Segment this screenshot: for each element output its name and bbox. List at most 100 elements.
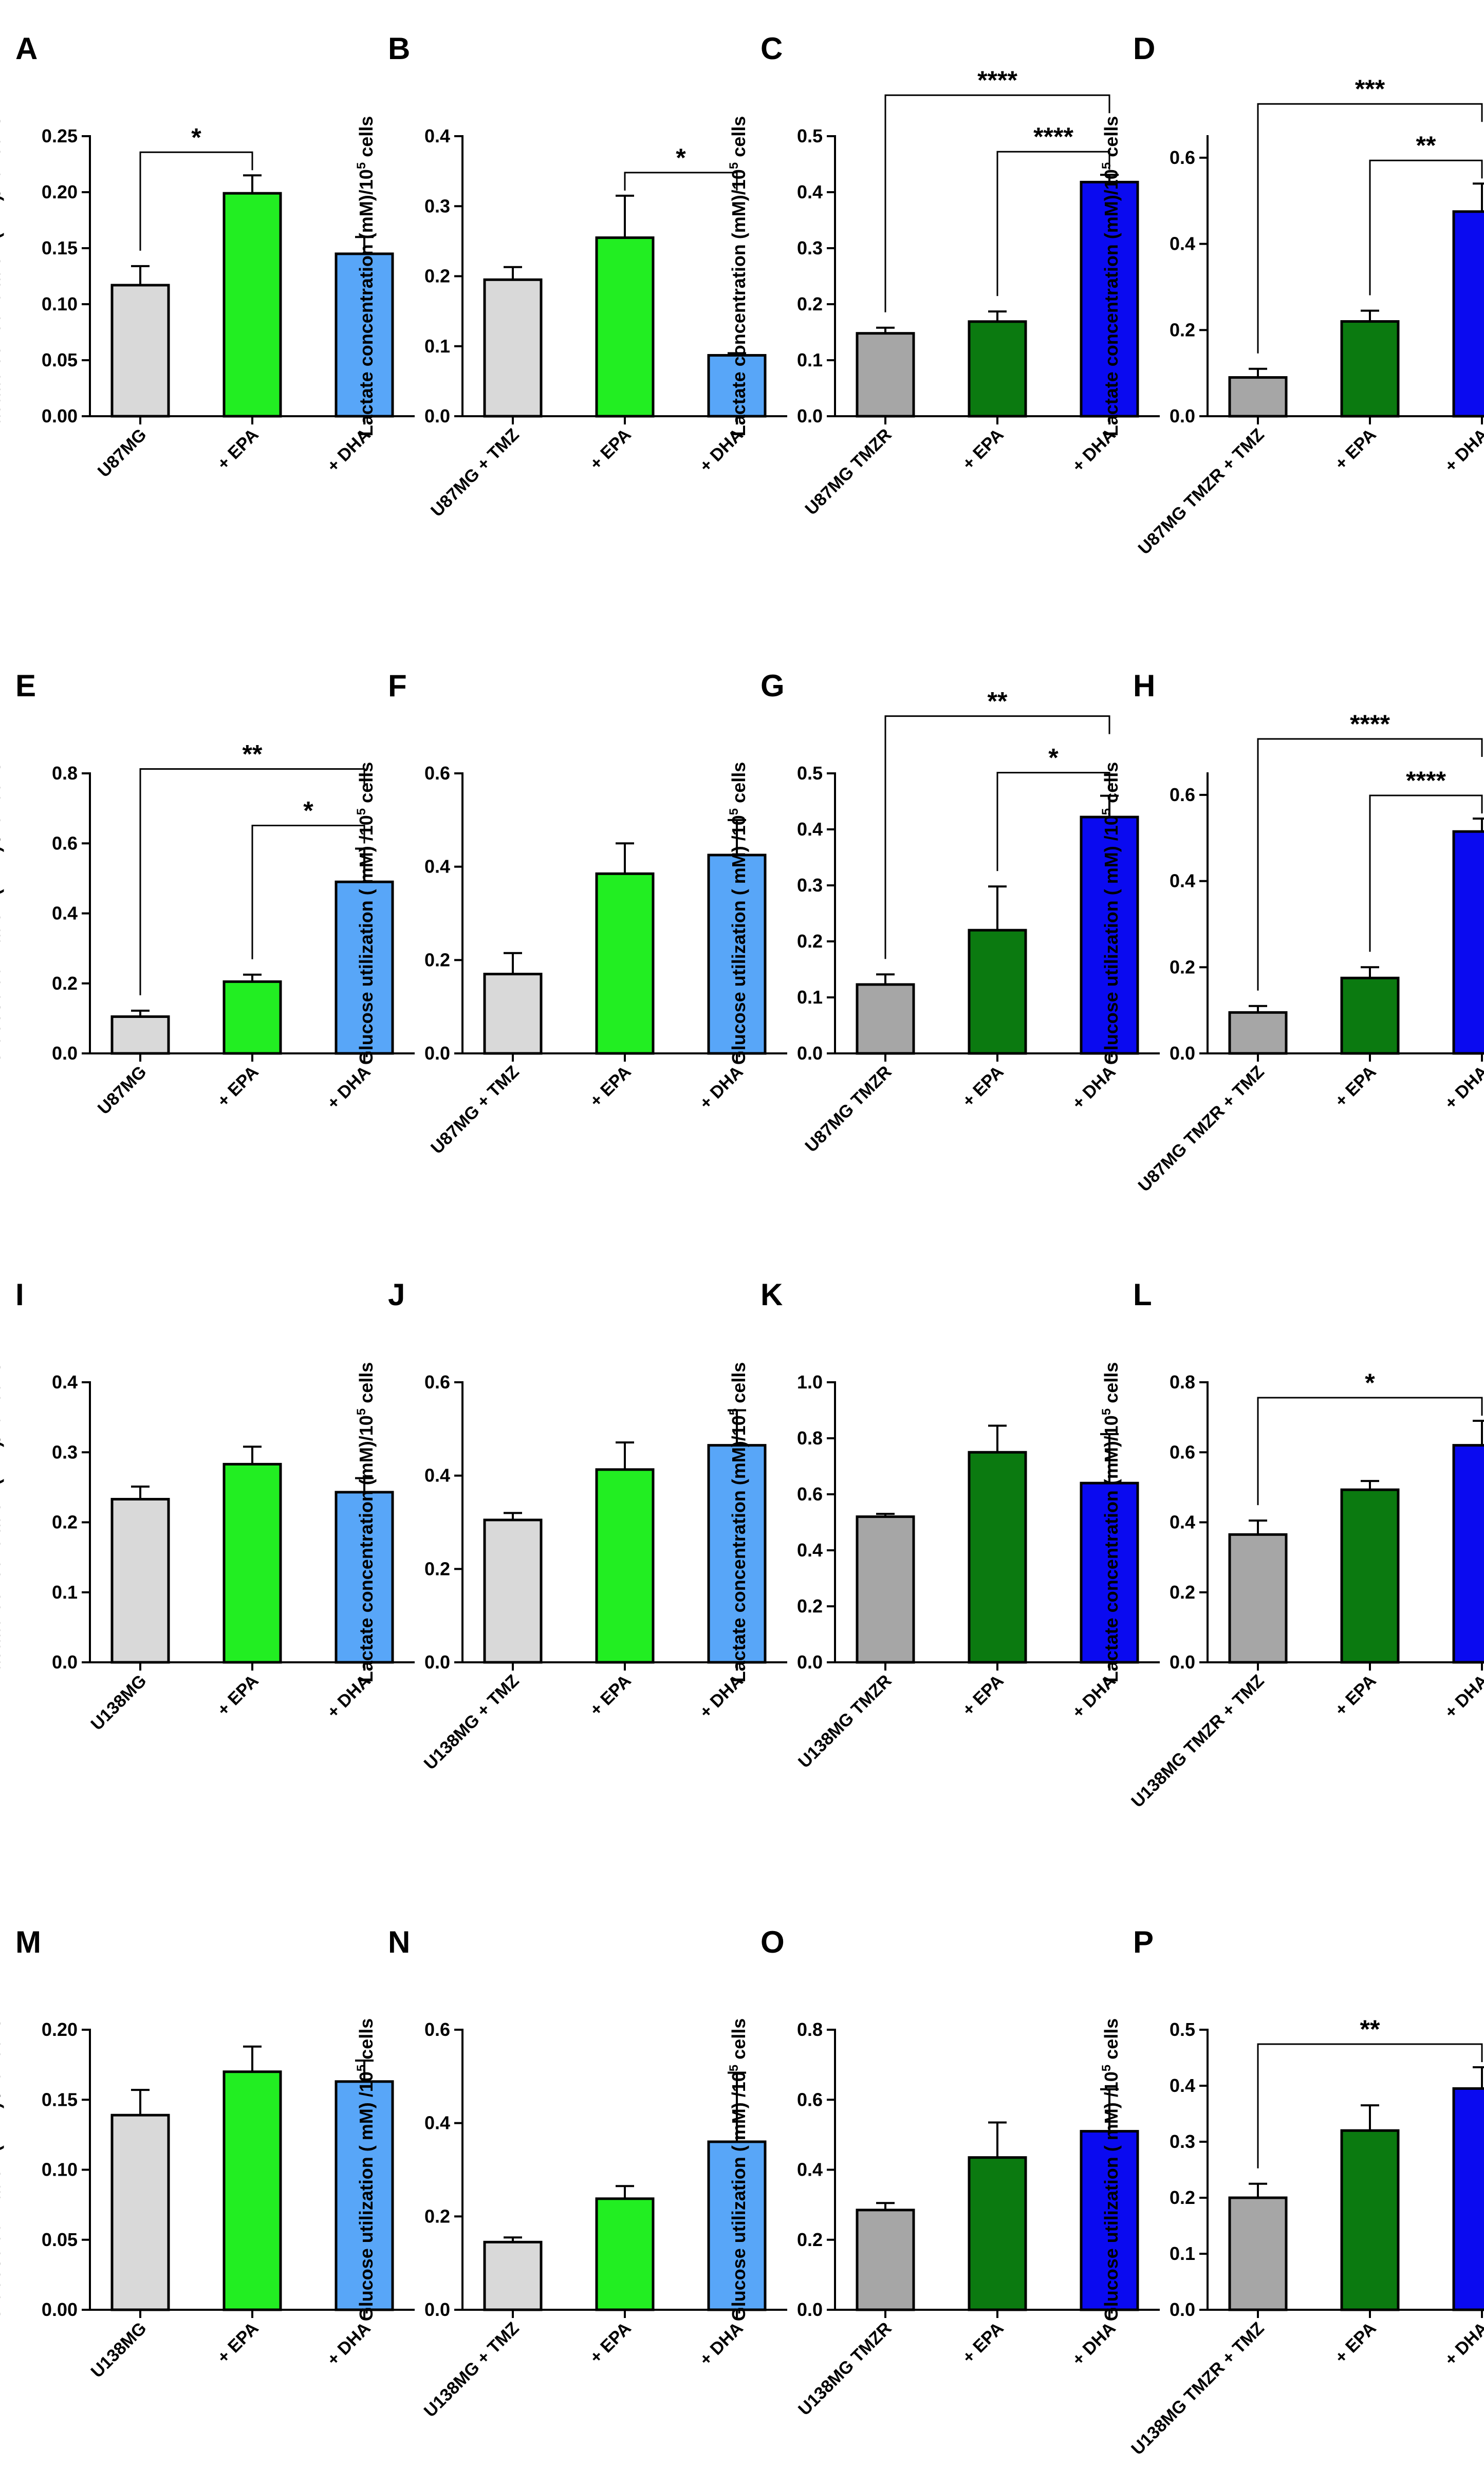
category-label: U138MG + TMZ [420, 1671, 523, 1774]
y-axis-label: Lactate concentration (mM)/105 cells [0, 1362, 4, 1683]
y-tick-label: 0.6 [424, 1371, 450, 1393]
y-axis-label: Lactate concentration (mM)/105 cells [355, 1362, 377, 1683]
y-tick-label: 0.4 [1170, 870, 1195, 892]
category-label: + DHA [1441, 425, 1484, 476]
bar [1340, 976, 1400, 1055]
bar [222, 192, 282, 418]
y-tick-label: 0.0 [797, 405, 823, 426]
bar [595, 2197, 655, 2311]
significance-label: **** [1406, 766, 1446, 795]
category-label: + EPA [586, 425, 635, 474]
significance-label: * [1048, 744, 1059, 772]
panel-label: M [15, 1925, 41, 1959]
y-axis-label: Lactate concentration (mM)/105 cells [0, 116, 4, 437]
y-tick-label: 0.4 [424, 125, 450, 146]
y-axis-label: Glucose utilization ( mM) /105 cells [355, 762, 377, 1065]
panel-label: N [388, 1925, 410, 1959]
y-tick-label: 0.4 [1170, 233, 1195, 254]
category-label: + DHA [696, 1062, 747, 1114]
panel-label: K [760, 1277, 783, 1312]
y-tick-label: 0.4 [1170, 2075, 1195, 2096]
y-tick-label: 0.15 [42, 2089, 78, 2110]
category-label: U138MG [87, 2319, 151, 2382]
y-tick-label: 0.2 [1170, 319, 1195, 340]
bar [856, 332, 915, 418]
category-label: + EPA [1331, 425, 1380, 474]
significance-label: * [303, 796, 313, 825]
y-axis-label: Glucose utilization ( mM) /105 cells [727, 2018, 749, 2322]
y-tick-label: 0.4 [424, 1465, 450, 1486]
y-tick-label: 0.15 [42, 237, 78, 258]
y-tick-label: 0.5 [1170, 2019, 1195, 2040]
y-tick-label: 0.0 [424, 405, 450, 426]
significance-bracket [1257, 103, 1483, 354]
panel-label: E [15, 669, 36, 703]
bar [1452, 830, 1484, 1055]
category-label: U87MG [94, 1062, 151, 1119]
panel-label: P [1133, 1925, 1154, 1959]
y-tick-label: 0.2 [797, 293, 823, 314]
y-tick-label: 0.6 [797, 2089, 823, 2110]
y-tick-label: 0.4 [424, 856, 450, 877]
significance-label: **** [1350, 710, 1390, 738]
y-tick-label: 0.5 [797, 763, 823, 784]
bar [595, 1468, 655, 1664]
category-label: U138MG TMZR [794, 1671, 896, 1772]
y-tick-label: 0.6 [424, 2019, 450, 2040]
significance-bracket [139, 151, 253, 251]
category-label: + EPA [958, 1671, 1007, 1720]
y-tick-label: 0.1 [797, 987, 823, 1008]
panel-label: I [15, 1277, 24, 1312]
y-tick-label: 0.6 [1170, 147, 1195, 168]
y-axis-label: Glucose utilization ( mM) /105 cells [727, 762, 749, 1065]
bar [483, 278, 543, 418]
category-label: U138MG TMZR + TMZ [1127, 1671, 1268, 1811]
significance-bracket [624, 172, 738, 191]
y-tick-label: 0.8 [797, 1427, 823, 1449]
y-tick-label: 0.4 [52, 1371, 78, 1393]
category-label: U138MG + TMZ [420, 2319, 523, 2421]
significance-bracket [139, 768, 365, 995]
category-label: + EPA [213, 1671, 262, 1720]
bar [968, 929, 1027, 1055]
y-tick-label: 0.6 [52, 832, 78, 854]
bar [1340, 1488, 1400, 1664]
y-tick-label: 0.3 [424, 195, 450, 216]
category-label: + EPA [213, 425, 262, 474]
category-label: + DHA [1068, 2319, 1120, 2370]
y-tick-label: 0.0 [1170, 1043, 1195, 1064]
category-label: + EPA [1331, 1062, 1380, 1111]
y-tick-label: 0.6 [1170, 1441, 1195, 1462]
y-tick-label: 0.6 [797, 1483, 823, 1505]
y-axis-label: Lactate concentration (mM)/105 cells [1100, 116, 1122, 437]
category-label: + EPA [586, 2319, 635, 2367]
bar [1228, 376, 1288, 418]
panel-g: G Glucose utilization ( mM) /105 cells 0.0… [727, 669, 1160, 1156]
y-tick-label: 0.1 [797, 349, 823, 370]
category-label: + EPA [958, 1062, 1007, 1111]
panel-l: L Lactate concentration (mM)/105 cells 0.0… [1100, 1277, 1484, 1811]
category-label: + EPA [958, 425, 1007, 474]
bar [483, 1518, 543, 1664]
panel-label: L [1133, 1277, 1152, 1312]
bar [856, 983, 915, 1055]
category-label: U87MG + TMZ [427, 1062, 523, 1158]
bar [595, 872, 655, 1055]
y-tick-label: 0.2 [1170, 2187, 1195, 2208]
y-tick-label: 0.2 [424, 266, 450, 287]
y-tick-label: 0.1 [52, 1582, 78, 1603]
significance-bracket [251, 824, 365, 959]
y-axis-label: Glucose utilization ( mM) /105 cells [1100, 762, 1122, 1065]
y-tick-label: 0.0 [52, 1043, 78, 1064]
panel-f: F Glucose utilization ( mM) /105 cells 0.0… [355, 669, 787, 1158]
y-tick-label: 0.4 [797, 2159, 823, 2180]
panel-label: C [760, 31, 783, 66]
significance-label: * [191, 123, 201, 152]
y-tick-label: 0.2 [797, 1596, 823, 1617]
panel-n: N Glucose utilization ( mM) /105 cells 0.0… [355, 1925, 787, 2421]
panel-label: H [1133, 669, 1155, 703]
significance-label: **** [1033, 122, 1073, 151]
category-label: U87MG TMZR + TMZ [1135, 425, 1268, 559]
bar [707, 1444, 767, 1664]
category-label: + DHA [323, 2319, 375, 2370]
